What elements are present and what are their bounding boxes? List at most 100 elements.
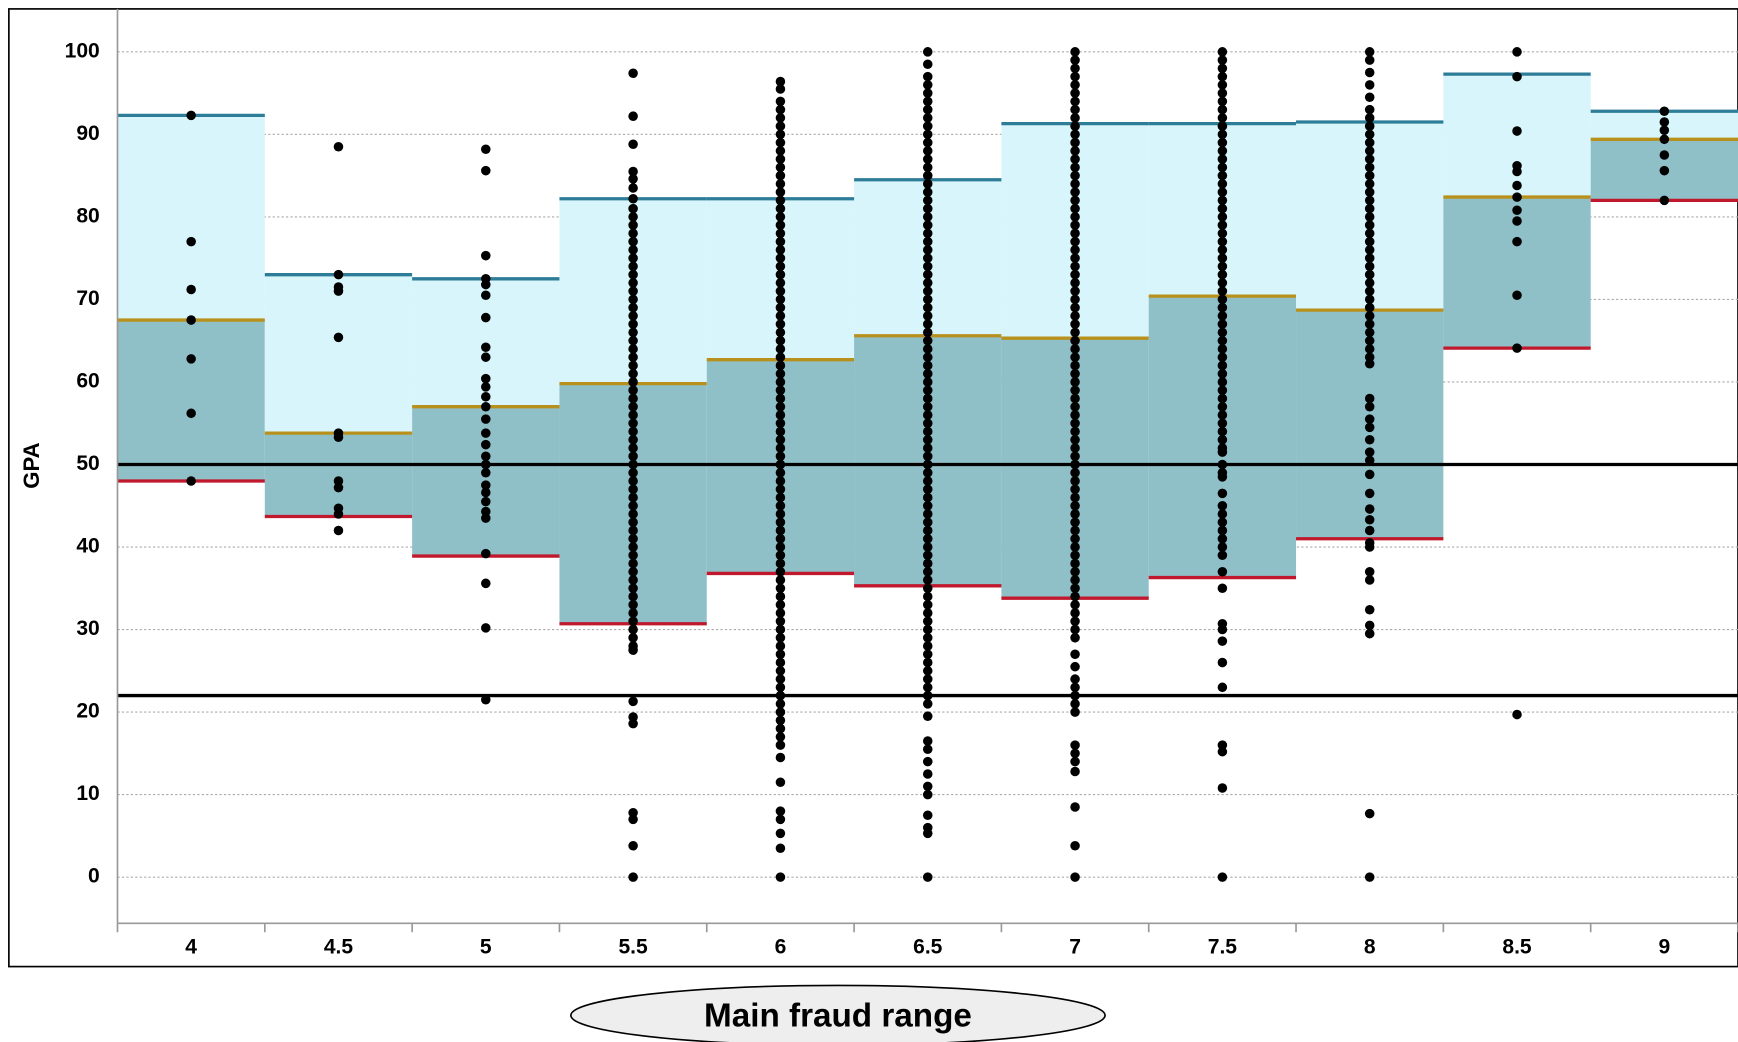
data-point [628, 352, 638, 362]
data-point [1217, 195, 1228, 206]
data-point [1659, 125, 1670, 135]
data-point [628, 236, 638, 247]
data-point [922, 154, 933, 164]
data-point [628, 269, 638, 280]
data-point [1364, 67, 1375, 78]
data-point [1070, 484, 1080, 495]
data-point [333, 269, 344, 280]
data-point [1217, 187, 1228, 197]
data-point [628, 166, 638, 177]
data-point [922, 509, 933, 519]
data-point [481, 467, 491, 478]
data-point [628, 368, 638, 379]
data-point [775, 76, 786, 87]
data-point [1364, 414, 1375, 424]
data-point [481, 342, 491, 353]
data-point [922, 789, 933, 800]
data-point [1070, 236, 1080, 247]
data-point [775, 393, 786, 404]
data-point [1070, 600, 1080, 610]
data-point [1364, 872, 1375, 882]
data-point [775, 633, 786, 643]
data-point [922, 682, 933, 693]
data-point [1217, 129, 1228, 140]
data-point [775, 872, 786, 882]
data-point [1659, 106, 1670, 117]
data-point [922, 828, 933, 839]
data-point [922, 377, 933, 387]
data-point [628, 476, 638, 486]
data-point [481, 480, 491, 490]
data-point [775, 723, 786, 734]
data-point [1364, 146, 1375, 156]
data-point [1217, 344, 1228, 354]
data-point [775, 657, 786, 668]
data-point [1070, 401, 1080, 412]
data-point [1070, 170, 1080, 181]
data-point [628, 434, 638, 445]
data-point [922, 212, 933, 222]
data-point [628, 484, 638, 495]
data-point [1070, 575, 1080, 585]
data-point [1070, 352, 1080, 362]
data-point [1070, 674, 1080, 684]
data-point [775, 261, 786, 272]
x-tick-label: 4 [185, 935, 197, 958]
data-point [628, 203, 638, 214]
data-point [1364, 319, 1375, 329]
data-point [1070, 71, 1080, 82]
data-point [481, 428, 491, 438]
data-point [1364, 195, 1375, 206]
data-point [922, 170, 933, 181]
data-point [775, 302, 786, 313]
data-point [922, 410, 933, 420]
data-point [1217, 327, 1228, 338]
data-point [922, 418, 933, 428]
data-point [628, 814, 638, 825]
data-point [922, 492, 933, 503]
x-tick-label: 8.5 [1502, 935, 1532, 958]
data-point [481, 382, 491, 392]
data-point [186, 315, 196, 325]
data-point [1217, 533, 1228, 544]
data-point [775, 236, 786, 247]
data-point [922, 137, 933, 148]
data-point [1512, 290, 1522, 301]
data-point [1070, 55, 1080, 65]
data-point [775, 96, 786, 107]
data-point [922, 616, 933, 627]
data-point [1070, 426, 1080, 437]
data-point [1364, 228, 1375, 239]
data-point [1070, 203, 1080, 214]
data-point [922, 113, 933, 123]
data-point [922, 434, 933, 445]
data-point [1364, 286, 1375, 296]
data-point [775, 253, 786, 263]
y-tick-label: 20 [76, 700, 99, 723]
data-point [628, 696, 638, 707]
data-point [628, 139, 638, 150]
data-point [1512, 216, 1522, 226]
data-point [628, 591, 638, 602]
y-tick-label: 30 [76, 617, 99, 640]
data-point [1070, 872, 1080, 882]
data-point [1364, 170, 1375, 181]
data-point [1217, 426, 1228, 437]
y-tick-label: 80 [76, 204, 99, 227]
data-point [628, 228, 638, 239]
data-point [922, 104, 933, 115]
data-point [922, 657, 933, 668]
data-point [481, 623, 491, 633]
data-point [1070, 567, 1080, 577]
data-point [186, 110, 196, 121]
data-point [775, 269, 786, 280]
data-point [775, 707, 786, 717]
data-point [922, 71, 933, 82]
data-point [775, 443, 786, 453]
x-tick-label: 7.5 [1208, 935, 1238, 958]
data-point [1364, 113, 1375, 123]
data-point [1512, 236, 1522, 247]
data-point [1217, 261, 1228, 272]
data-point [628, 575, 638, 585]
data-point [1070, 525, 1080, 536]
